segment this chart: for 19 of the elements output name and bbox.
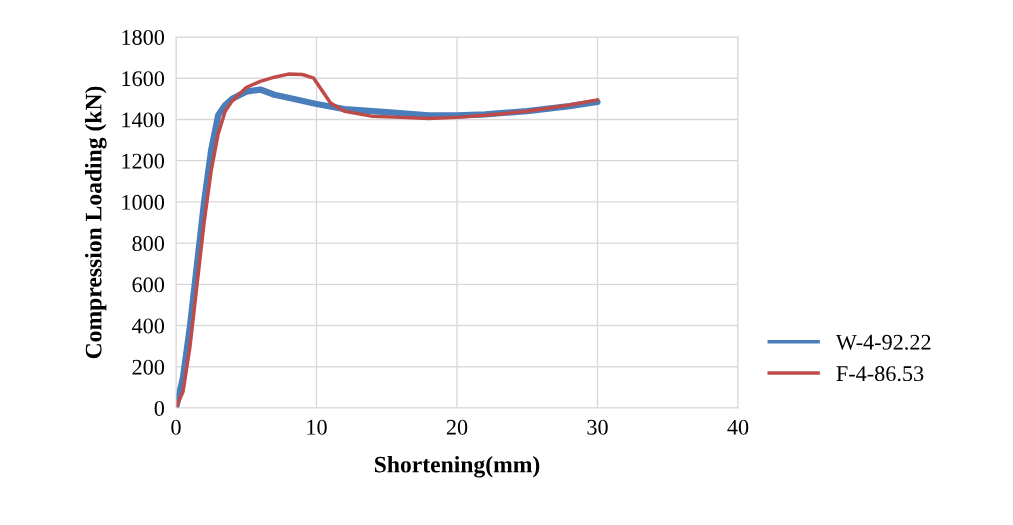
legend-label: F-4-86.53	[836, 366, 924, 382]
y-tick-label: 800	[132, 236, 165, 252]
y-tick-label: 400	[131, 318, 165, 334]
x-tick-label: 0	[171, 419, 181, 435]
y-tick-label: 1200	[122, 153, 165, 169]
y-tick-label: 1400	[122, 112, 165, 128]
y-tick-label: 1600	[122, 71, 165, 87]
y-tick-label: 1000	[122, 194, 165, 210]
y-tick-label: 0	[154, 400, 165, 416]
x-tick-label: 10	[307, 419, 327, 435]
y-tick-label: 1800	[122, 29, 165, 45]
y-tick-label: 200	[132, 359, 165, 375]
y-axis-title: Compression Loading (kN)	[84, 86, 107, 359]
y-tick-label: 600	[132, 277, 165, 293]
legend-label: W-4-92.22	[835, 334, 931, 350]
x-tick-label: 40	[727, 419, 749, 435]
x-axis-title: Shortening(mm)	[374, 455, 540, 478]
x-tick-label: 30	[587, 419, 608, 435]
x-tick-label: 20	[446, 419, 468, 435]
